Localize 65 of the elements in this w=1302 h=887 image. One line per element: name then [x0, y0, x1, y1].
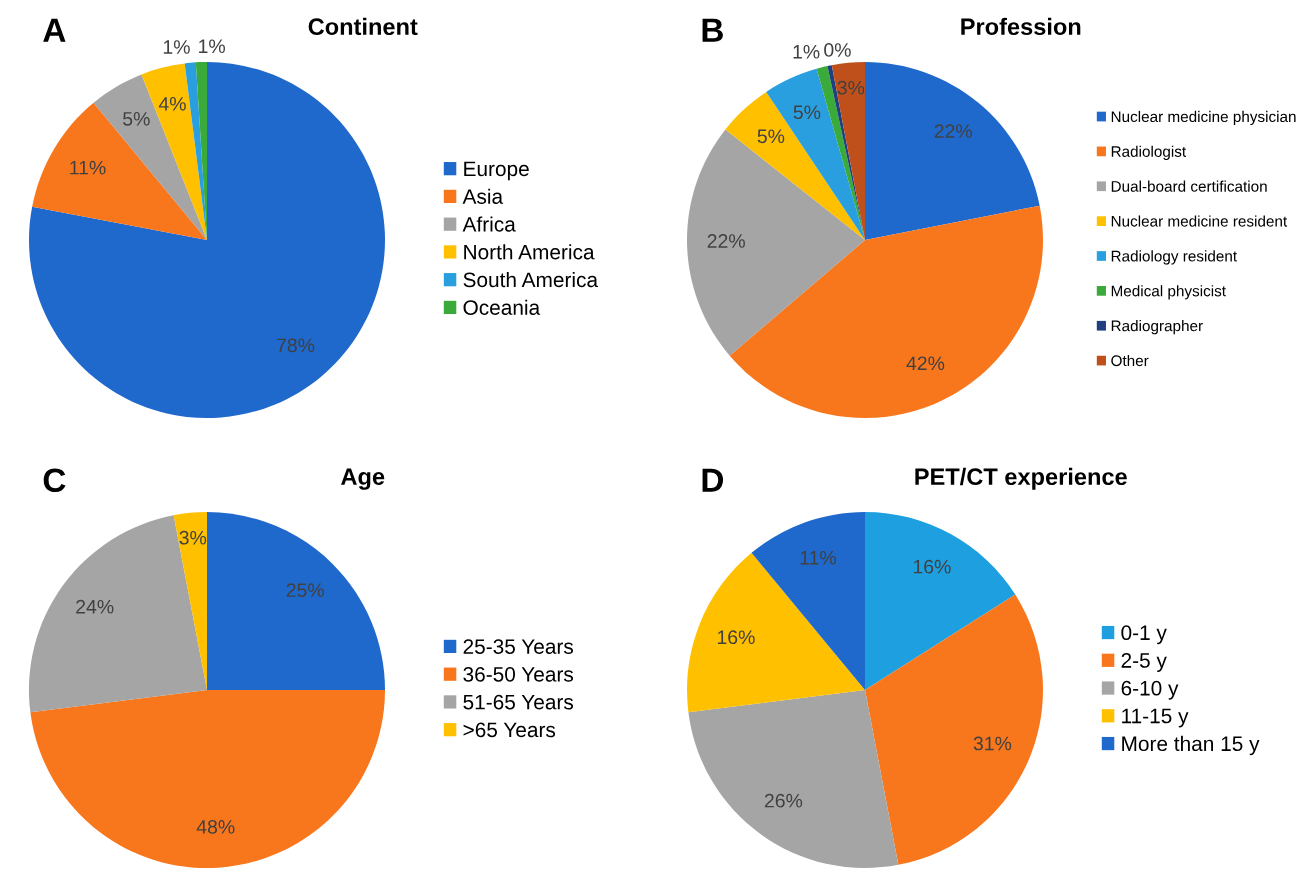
legend-label: Oceania: [463, 299, 541, 315]
legend-label: Radiographer: [1111, 320, 1203, 335]
legend-label: North America: [464, 244, 595, 260]
data-label: 5%: [123, 112, 150, 126]
legend-label: 51-65 Years: [463, 694, 574, 710]
data-label: 11%: [800, 550, 837, 565]
pie-slice: [207, 512, 385, 690]
pie-slice: [865, 62, 1040, 240]
legend-label: >65 Years: [463, 722, 556, 738]
data-label: 1%: [199, 39, 225, 53]
legend-label: 25-35 Years: [463, 639, 574, 654]
data-label: 5%: [793, 105, 821, 120]
pie-slice: [687, 129, 865, 356]
text: A: [43, 18, 66, 42]
data-label: 11%: [70, 160, 106, 175]
text: D: [702, 468, 724, 492]
legend-label: 6-10 y: [1121, 680, 1179, 700]
data-label: 0%: [824, 43, 851, 57]
text: C: [43, 468, 66, 493]
data-label: 16%: [717, 630, 755, 645]
data-label: 4%: [158, 97, 186, 111]
data-label: 5%: [757, 129, 785, 144]
legend-label: Nuclear medicine resident: [1111, 215, 1288, 227]
pie-slice: [29, 515, 207, 713]
legend-label: Radiology resident: [1111, 250, 1237, 265]
data-label: 31%: [973, 736, 1012, 751]
legend-label: 36-50 Years: [463, 666, 574, 682]
legend-label: Other: [1111, 354, 1149, 367]
data-label: 22%: [934, 124, 972, 138]
data-label: 24%: [76, 599, 114, 614]
legend-label: Africa: [462, 216, 516, 232]
data-label: 25%: [286, 583, 324, 598]
chart-title: Profession: [961, 17, 1081, 36]
pie-slice: [688, 690, 899, 868]
legend-label: Asia: [462, 188, 504, 204]
data-label: 48%: [196, 820, 235, 834]
legend-label: 0-1 y: [1121, 625, 1167, 645]
legend-label: Nuclear medicine physician: [1111, 110, 1296, 126]
legend-label: More than 15 y: [1122, 735, 1260, 756]
data-label: 3%: [179, 530, 207, 545]
data-label: 1%: [793, 44, 820, 59]
pie-slice: [30, 690, 385, 868]
pie-slice: [865, 512, 1016, 690]
data-label: 78%: [277, 338, 315, 353]
legend-label: Europe: [464, 161, 529, 181]
legend-label: 2-5 y: [1121, 653, 1167, 672]
pie-slice: [865, 594, 1043, 865]
pie-slice: [687, 552, 865, 713]
chart-title: Continent: [308, 17, 418, 36]
chart-title: Age: [341, 468, 385, 490]
pie-slice: [173, 512, 207, 690]
data-label: 42%: [906, 356, 945, 371]
data-label: 22%: [707, 234, 745, 248]
legend-label: Medical physicist: [1111, 285, 1226, 300]
data-label: 3%: [837, 80, 865, 95]
text: B: [702, 18, 723, 42]
data-label: 16%: [913, 559, 951, 574]
legend-label: Dual-board certification: [1111, 180, 1267, 192]
legend-label: Radiologist: [1111, 145, 1187, 160]
legend-label: 11-15 y: [1122, 708, 1189, 728]
data-label: 1%: [163, 40, 190, 54]
pie-slice: [29, 62, 385, 418]
legend-label: South America: [463, 271, 599, 288]
data-label: 26%: [764, 793, 803, 808]
chart-title: PET/CT experience: [915, 467, 1127, 490]
